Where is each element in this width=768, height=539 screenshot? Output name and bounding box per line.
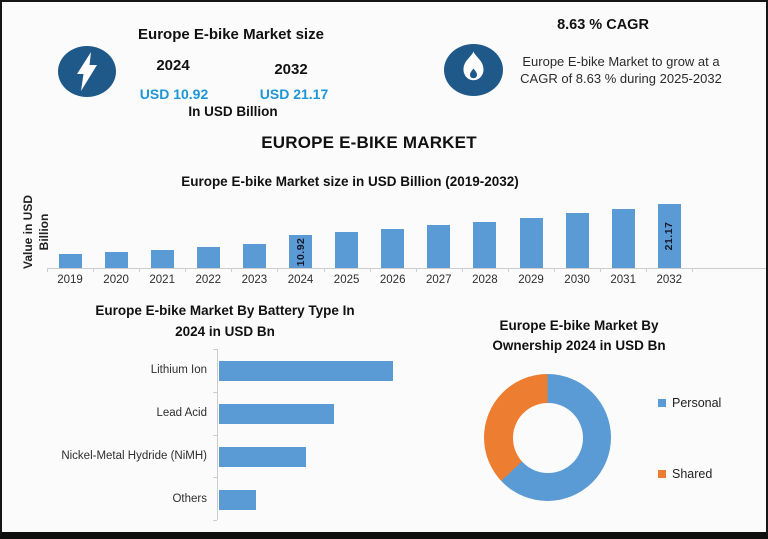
bar-value-label: 21.17 [663, 221, 676, 251]
ownership-chart-title: Europe E-bike Market By Ownership 2024 i… [439, 316, 719, 356]
battery-category-label: Others [172, 493, 207, 505]
x-axis-tick [415, 268, 417, 272]
donut-legend: Personal Shared [658, 396, 766, 496]
year-bar-2021 [150, 250, 174, 268]
battery-category-label: Nickel-Metal Hydride (NiMH) [61, 450, 207, 462]
x-axis-tick [323, 268, 325, 272]
start-year-value: USD 10.92 [139, 86, 209, 102]
x-axis-label: 2032 [656, 274, 683, 286]
battery-axis-tick [213, 392, 217, 393]
x-axis-label: 2027 [426, 274, 452, 286]
cagr-title: 8.63 % CAGR [557, 17, 649, 33]
x-axis-tick [139, 268, 141, 272]
year-bar-2027 [427, 225, 451, 268]
x-axis-tick [692, 268, 694, 272]
legend-marker [658, 399, 666, 407]
x-axis-label: 2020 [103, 274, 129, 286]
year-bar-2026 [381, 229, 405, 268]
battery-chart-title-line1: Europe E-bike Market By Battery Type In [95, 303, 355, 318]
year-bar-2025 [335, 232, 359, 268]
battery-bar-plot: Lithium Ion Lead Acid Nickel-Metal Hydride… [2, 349, 442, 521]
x-axis-label: 2024 [287, 274, 314, 286]
battery-bar-others [219, 490, 256, 510]
x-axis-label: 2025 [333, 274, 360, 286]
x-axis-label: 2019 [57, 274, 83, 286]
x-axis-tick [554, 268, 556, 272]
flame-icon [444, 44, 503, 96]
legend-marker [658, 470, 666, 478]
year-bar-2022 [196, 247, 220, 268]
x-axis-tick [369, 268, 371, 272]
x-axis-label: 2031 [610, 274, 636, 286]
year-bar-2029 [519, 218, 543, 268]
y-axis-label-line1: Value in USD [21, 194, 35, 270]
legend-item-shared: Shared [658, 467, 712, 481]
cagr-description: Europe E-bike Market to grow at a CAGR o… [520, 54, 722, 86]
x-axis-label: 2026 [379, 274, 406, 286]
x-axis-tick [93, 268, 94, 272]
battery-chart-title-line2: 2024 in USD Bn [175, 324, 275, 339]
year-bar-2023 [242, 244, 266, 268]
x-axis-tick [507, 268, 509, 272]
battery-category-label: Lead Acid [156, 407, 207, 419]
end-year-label: 2032 [274, 61, 308, 78]
year-bar-2031 [611, 209, 635, 268]
battery-category-label: Lithium Ion [150, 364, 207, 376]
yearly-chart-title: Europe E-bike Market size in USD Billion… [181, 174, 519, 189]
battery-y-axis-line [217, 349, 218, 520]
x-axis-label: 2023 [241, 274, 268, 286]
legend-label: Shared [672, 467, 713, 481]
year-bar-2020 [104, 252, 128, 268]
ownership-chart-title-line1: Europe E-bike Market By [499, 318, 659, 333]
year-bar-2030 [565, 213, 589, 268]
x-axis-tick [185, 268, 187, 272]
x-axis-label: 2030 [564, 274, 590, 286]
unit-note: In USD Billion [188, 104, 278, 119]
yearly-bar-plot: 2019 2020 2021 2022 2023 10.92 2024 2025 2026 202… [46, 198, 766, 286]
x-axis-tick [600, 268, 602, 272]
x-axis-tick [646, 268, 648, 272]
ownership-donut [484, 374, 611, 501]
legend-label: Personal [672, 396, 722, 410]
x-axis-label: 2022 [195, 274, 222, 286]
market-size-title: Europe E-bike Market size [138, 26, 324, 43]
x-axis-label: 2029 [518, 274, 544, 286]
x-axis-tick [461, 268, 463, 272]
page-title: EUROPE E-BIKE MARKET [261, 133, 477, 152]
x-axis-tick [277, 268, 279, 272]
year-bar-2024: 10.92 [289, 235, 312, 268]
lightning-bolt-icon [58, 46, 116, 97]
ownership-chart-title-line2: Ownership 2024 in USD Bn [492, 338, 666, 353]
battery-axis-tick [213, 349, 217, 350]
x-axis-label: 2021 [149, 274, 175, 286]
x-axis-tick [46, 268, 48, 272]
battery-axis-tick [213, 520, 217, 521]
battery-bar-lead-acid [219, 404, 334, 424]
year-bar-2019 [58, 254, 82, 268]
year-bar-2032: 21.17 [657, 204, 681, 268]
battery-bar-lithium-ion [219, 361, 393, 381]
battery-bar-nickel-metal-hydride-nimh [219, 447, 306, 467]
year-bar-2028 [473, 222, 497, 268]
battery-axis-tick [213, 477, 217, 478]
battery-axis-tick [213, 435, 217, 436]
battery-chart-title: Europe E-bike Market By Battery Type In … [64, 300, 386, 342]
x-axis-tick [231, 268, 233, 272]
end-year-value: USD 21.17 [259, 86, 329, 102]
legend-item-personal: Personal [658, 396, 721, 410]
start-year-label: 2024 [156, 57, 190, 74]
bar-value-label: 10.92 [294, 237, 307, 266]
donut-hole [512, 402, 583, 473]
x-axis-label: 2028 [472, 274, 498, 286]
